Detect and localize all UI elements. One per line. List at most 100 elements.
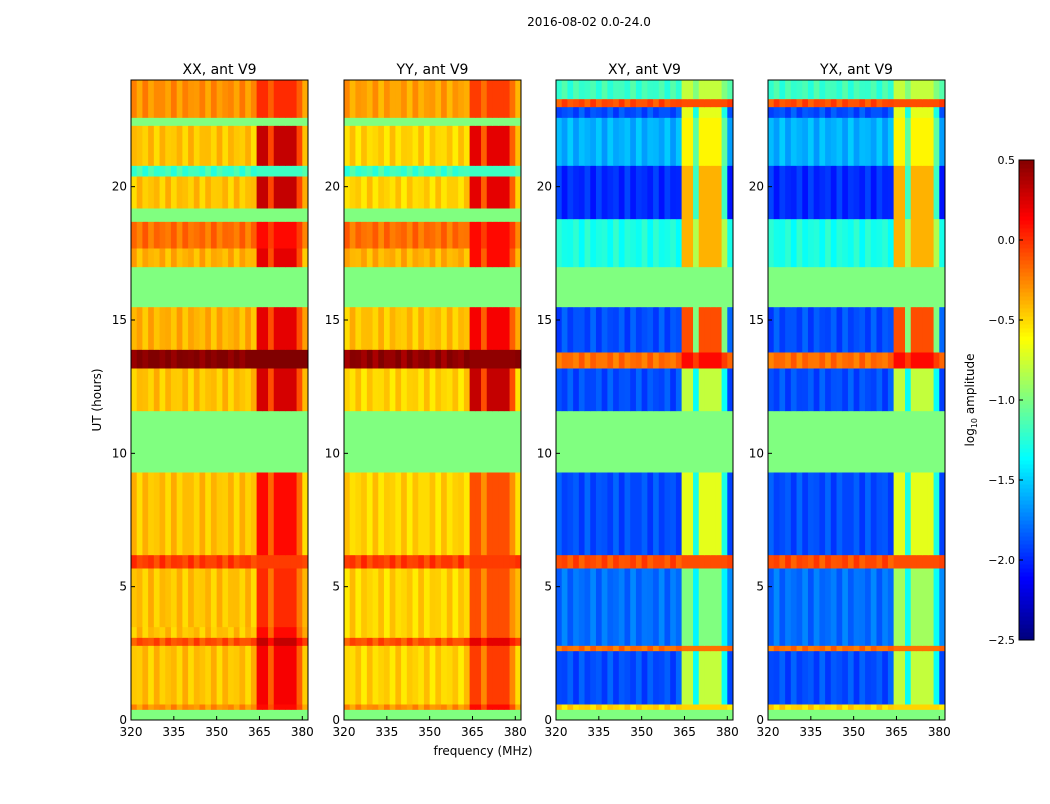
heatmap-cell <box>148 568 155 628</box>
heatmap-cell <box>355 472 362 556</box>
heatmap-cell <box>595 306 603 353</box>
heatmap-cell <box>498 472 505 556</box>
heatmap-cell <box>262 221 269 249</box>
heatmap-cell <box>279 645 286 705</box>
heatmap-cell <box>573 117 580 166</box>
heatmap-cell <box>216 554 223 569</box>
heatmap-cell <box>584 650 591 705</box>
heatmap-cell <box>423 368 431 412</box>
colorbar-segment <box>1019 408 1034 413</box>
heatmap-cell <box>933 117 940 166</box>
heatmap-cell <box>366 208 374 222</box>
heatmap-cell <box>136 117 143 126</box>
heatmap-cell <box>905 218 912 268</box>
heatmap-cell <box>290 306 298 350</box>
heatmap-cell <box>279 117 286 126</box>
heatmap-cell <box>675 218 683 268</box>
heatmap-cell <box>383 709 391 721</box>
heatmap-cell <box>635 410 643 473</box>
heatmap-cell <box>383 117 391 126</box>
heatmap-cell <box>916 218 923 268</box>
heatmap-cell <box>607 645 614 652</box>
heatmap-cell <box>250 176 258 209</box>
heatmap-cell <box>704 650 711 705</box>
heatmap-cell <box>239 208 246 222</box>
heatmap-cell <box>567 98 574 108</box>
heatmap-cell <box>492 125 499 166</box>
heatmap-cell <box>492 368 499 412</box>
heatmap-cell <box>773 554 780 569</box>
heatmap-cell <box>142 410 149 473</box>
colorbar-segment <box>1019 456 1034 461</box>
heatmap-cell <box>899 472 906 556</box>
heatmap-cell <box>148 626 155 638</box>
heatmap-cell <box>245 117 252 126</box>
heatmap-cell <box>418 709 425 721</box>
heatmap-cell <box>607 106 614 118</box>
colorbar-tick-label: −2.5 <box>988 634 1015 647</box>
heatmap-cell <box>406 368 414 412</box>
heatmap-cell <box>159 125 166 166</box>
heatmap-cell <box>418 117 425 126</box>
heatmap-cell <box>290 410 298 473</box>
heatmap-cell <box>768 117 775 166</box>
heatmap-cell <box>567 650 574 705</box>
heatmap-cell <box>239 637 246 646</box>
heatmap-cell <box>486 645 493 705</box>
x-tick-label: 335 <box>799 725 822 739</box>
heatmap-cell <box>423 349 431 369</box>
x-tick-label: 320 <box>757 725 780 739</box>
heatmap-cell <box>349 709 356 721</box>
heatmap-cell <box>573 704 580 710</box>
heatmap-cell <box>647 650 654 705</box>
heatmap-cell <box>193 472 201 556</box>
heatmap-cell <box>355 349 362 369</box>
heatmap-cell <box>498 645 505 705</box>
heatmap-cell <box>273 176 280 209</box>
heatmap-cell <box>515 554 522 569</box>
heatmap-cell <box>182 349 189 369</box>
heatmap-cell <box>807 704 815 710</box>
heatmap-cell <box>813 306 820 353</box>
heatmap-cell <box>435 266 442 308</box>
heatmap-cell <box>618 410 626 473</box>
heatmap-cell <box>250 626 258 638</box>
heatmap-cell <box>698 106 705 118</box>
heatmap-cell <box>653 117 660 166</box>
heatmap-cell <box>245 554 252 569</box>
heatmap-cell <box>452 117 459 126</box>
heatmap-cell <box>406 165 414 177</box>
heatmap-cell <box>561 709 568 721</box>
heatmap-cell <box>153 637 161 646</box>
heatmap-cell <box>486 208 493 222</box>
heatmap-cell <box>395 554 402 569</box>
heatmap-cell <box>939 106 946 118</box>
heatmap-cell <box>148 266 155 308</box>
heatmap-cell <box>435 221 442 249</box>
heatmap-cell <box>446 645 453 705</box>
heatmap-cell <box>819 80 826 100</box>
heatmap-cell <box>435 709 442 721</box>
heatmap-cell <box>435 637 442 646</box>
heatmap-cell <box>228 554 235 569</box>
heatmap-cell <box>446 368 453 412</box>
heatmap-cell <box>796 704 803 710</box>
heatmap-cell <box>361 248 368 268</box>
heatmap-cell <box>584 472 591 556</box>
heatmap-cell <box>250 208 258 222</box>
heatmap-cell <box>870 352 877 369</box>
colorbar-segment <box>1019 608 1034 613</box>
heatmap-cell <box>182 637 189 646</box>
heatmap-cell <box>302 125 309 166</box>
heatmap-cell <box>790 98 798 108</box>
heatmap-cell <box>153 248 161 268</box>
heatmap-cell <box>193 349 201 369</box>
heatmap-cell <box>423 568 431 638</box>
heatmap-cell <box>865 568 872 646</box>
heatmap-cell <box>807 645 815 652</box>
heatmap-cell <box>842 368 849 412</box>
heatmap-cell <box>859 98 866 108</box>
heatmap-cell <box>715 368 723 412</box>
heatmap-cell <box>693 306 700 353</box>
colorbar-segment <box>1019 336 1034 341</box>
